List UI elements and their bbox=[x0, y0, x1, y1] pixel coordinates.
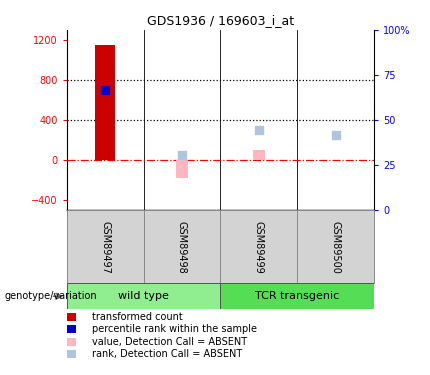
Text: genotype/variation: genotype/variation bbox=[4, 291, 97, 301]
Text: value, Detection Call = ABSENT: value, Detection Call = ABSENT bbox=[92, 337, 248, 346]
Bar bbox=[297, 210, 374, 283]
Text: GSM89499: GSM89499 bbox=[254, 221, 264, 274]
Text: GSM89497: GSM89497 bbox=[100, 221, 110, 274]
Bar bbox=[253, 150, 264, 160]
Text: GSM89498: GSM89498 bbox=[177, 221, 187, 274]
Bar bbox=[144, 210, 221, 283]
Bar bbox=[67, 210, 144, 283]
Bar bbox=[221, 283, 374, 309]
Bar bbox=[67, 283, 221, 309]
Text: TCR transgenic: TCR transgenic bbox=[255, 291, 339, 301]
Text: rank, Detection Call = ABSENT: rank, Detection Call = ABSENT bbox=[92, 349, 243, 359]
Text: transformed count: transformed count bbox=[92, 312, 183, 322]
Title: GDS1936 / 169603_i_at: GDS1936 / 169603_i_at bbox=[147, 15, 294, 27]
Text: percentile rank within the sample: percentile rank within the sample bbox=[92, 324, 258, 334]
Bar bbox=[221, 210, 297, 283]
Text: wild type: wild type bbox=[118, 291, 169, 301]
Bar bbox=[95, 45, 115, 160]
Bar bbox=[176, 160, 188, 178]
Text: GSM89500: GSM89500 bbox=[331, 221, 341, 274]
